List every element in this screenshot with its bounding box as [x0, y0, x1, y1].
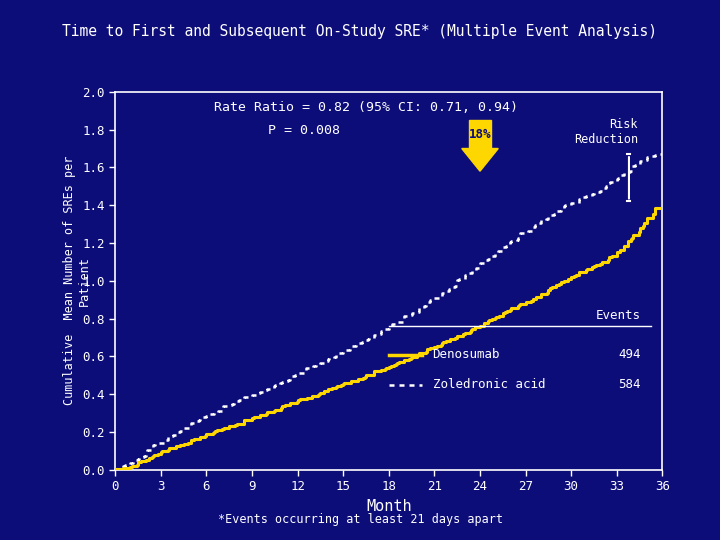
Text: 584: 584 [618, 378, 641, 392]
Text: 18%: 18% [469, 128, 491, 141]
Text: Rate Ratio = 0.82 (95% CI: 0.71, 0.94): Rate Ratio = 0.82 (95% CI: 0.71, 0.94) [214, 102, 518, 114]
Polygon shape [462, 148, 498, 171]
Bar [469, 120, 490, 148]
Text: Risk
Reduction: Risk Reduction [574, 118, 638, 146]
Text: *Events occurring at least 21 days apart: *Events occurring at least 21 days apart [217, 514, 503, 526]
Text: Zoledronic acid: Zoledronic acid [433, 378, 545, 392]
Text: Denosumab: Denosumab [433, 348, 500, 361]
Text: 494: 494 [618, 348, 641, 361]
Text: Time to First and Subsequent On-Study SRE* (Multiple Event Analysis): Time to First and Subsequent On-Study SR… [63, 24, 657, 39]
Text: P = 0.008: P = 0.008 [269, 124, 341, 137]
Text: Events: Events [595, 309, 641, 322]
Y-axis label: Cumulative  Mean Number of SREs per
Patient: Cumulative Mean Number of SREs per Patie… [63, 156, 91, 406]
X-axis label: Month: Month [366, 499, 412, 514]
